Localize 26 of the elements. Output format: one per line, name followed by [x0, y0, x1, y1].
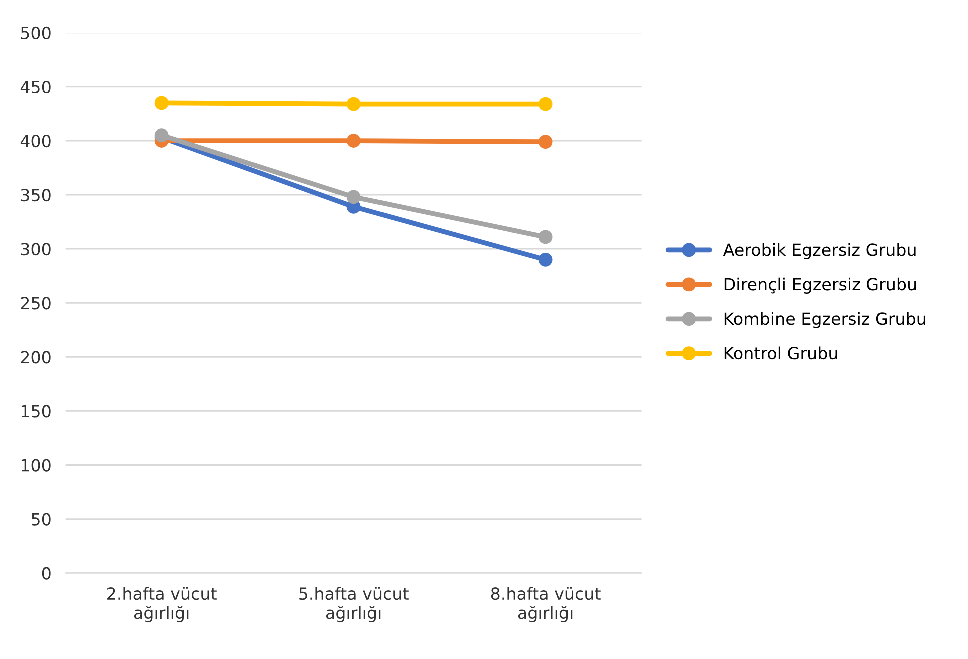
y-tick-label: 150: [22, 405, 51, 418]
y-tick-label: 500: [21, 26, 51, 40]
y-tick-label: 350: [21, 189, 51, 202]
point: [346, 97, 361, 112]
point: [538, 97, 553, 112]
y-tick-label: 250: [21, 297, 51, 310]
legend-label: Aerobik Egzersiz Grubu: [723, 243, 916, 260]
point: [538, 230, 553, 244]
point: [346, 134, 361, 148]
point: [154, 96, 169, 110]
legend-label: Dirençli Egzersiz Grubu: [724, 278, 916, 294]
x-tick-label: 5.hafta vücut ağırlığı: [300, 587, 409, 623]
x-tick-label: 8.hafta vücut ağırlığı: [491, 587, 601, 623]
point: [538, 135, 553, 150]
legend-label: Kontrol Grubu: [724, 346, 838, 360]
point: [538, 252, 553, 267]
y-tick-label: 300: [21, 243, 51, 256]
x-tick-label: 2.hafta vücut ağırlığı: [108, 587, 217, 623]
y-tick-label: 100: [22, 459, 51, 472]
y-tick-label: 450: [20, 80, 51, 94]
y-tick-label: 200: [21, 351, 51, 364]
legend-label: Kombine Egzersiz Grubu: [724, 312, 926, 328]
y-tick-label: 0: [42, 567, 51, 580]
y-tick-label: 50: [32, 513, 51, 526]
y-tick-label: 400: [20, 134, 51, 148]
point: [346, 190, 361, 204]
